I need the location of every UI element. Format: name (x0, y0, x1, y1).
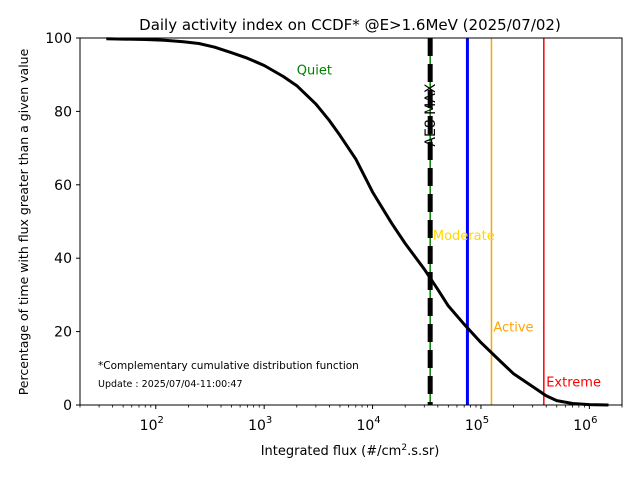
y-tick-label: 40 (54, 251, 72, 267)
x-tick-label: 102 (140, 415, 164, 434)
annotation-active: Active (493, 321, 533, 336)
axes: 0 20 40 60 80 100 102 103 104 105 106 (45, 31, 623, 434)
x-tick-label: 104 (356, 415, 380, 434)
y-tick-label: 0 (63, 398, 72, 414)
footnote-definition: *Complementary cumulative distribution f… (98, 360, 359, 372)
x-tick-label: 103 (248, 415, 272, 434)
x-tick-label: 105 (465, 415, 489, 434)
y-tick-label: 100 (45, 31, 72, 47)
y-axis-label: Percentage of time with flux greater tha… (16, 48, 31, 395)
axes-frame (79, 37, 623, 406)
x-axis-label: Integrated flux (#/cm2.s.sr) (261, 443, 440, 459)
annotation-quiet: Quiet (297, 64, 332, 79)
plot-area: AE8 MAX Quiet Moderate Active Extreme (106, 37, 609, 407)
annotation-moderate: Moderate (433, 229, 495, 244)
footnote-update: Update : 2025/07/04-11:00:47 (98, 379, 243, 390)
y-tick-label: 80 (54, 104, 72, 120)
y-tick-label: 20 (54, 325, 72, 341)
y-tick-label: 60 (54, 178, 72, 194)
series-line-0 (106, 37, 609, 407)
x-tick-label: 106 (573, 415, 597, 434)
chart-title: Daily activity index on CCDF* @E>1.6MeV … (139, 16, 561, 34)
threshold-ae8max-label: AE8 MAX (423, 83, 439, 146)
annotation-extreme: Extreme (546, 376, 601, 391)
